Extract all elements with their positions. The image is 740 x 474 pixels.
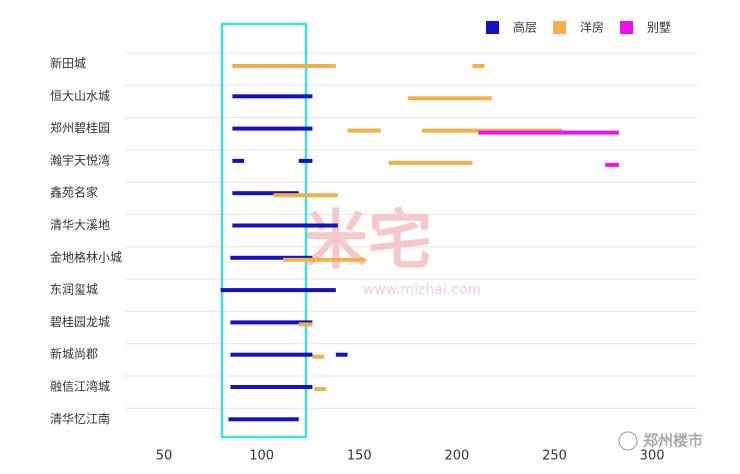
range-bar [228,417,299,422]
legend-swatch [620,21,633,34]
range-bar [273,193,338,198]
y-tick-label: 清华忆江南 [50,411,110,426]
x-tick-label: 200 [444,449,469,464]
y-tick-label: 融信江湾城 [50,379,110,394]
range-bar [232,223,338,228]
y-tick-label: 碧桂园龙城 [50,314,110,329]
range-bar [298,158,313,163]
range-bar [312,354,325,359]
y-tick-label: 清华大溪地 [50,218,110,232]
range-bar [220,288,336,293]
range-bar [232,191,299,196]
watermark: 米宅 [304,205,432,279]
legend-swatch [486,21,499,34]
y-tick-label: 新田城 [50,56,86,71]
legend-label: 别墅 [647,21,671,35]
y-tick-label: 东润玺城 [50,283,98,297]
x-tick-label: 250 [542,449,567,464]
range-bar [335,352,348,357]
range-bar [232,158,245,163]
x-tick-label: 150 [347,449,372,464]
y-tick-label: 瀚宇天悦湾 [50,152,110,167]
range-bar [605,162,619,167]
range-bar [232,94,313,99]
legend-label: 洋房 [580,20,604,35]
source: 郑州楼市 [643,432,703,450]
range-bar [347,128,381,133]
legend-label: 高层 [513,20,537,35]
range-bar [283,257,366,262]
range-bar [230,385,313,389]
x-tick-label: 300 [640,449,665,464]
range-bar [478,130,619,135]
range-bar [314,387,327,391]
y-tick-label: 恒大山水城 [50,89,110,103]
highlight-box [220,22,308,439]
x-tick-label: 100 [249,449,274,464]
y-tick-label: 郑州碧桂园 [50,120,110,135]
range-bar [232,126,313,131]
source-icon [618,431,638,451]
legend-swatch [553,21,566,34]
range-bar [230,320,313,325]
range-bar [230,352,313,357]
range-bar [408,96,493,101]
y-tick-label: 鑫苑名家 [50,185,98,200]
range-bar [388,160,473,165]
range-bar [298,322,313,327]
range-bar [232,64,336,68]
y-tick-label: 新城尚郡 [50,346,98,361]
x-tick-label: 50 [156,449,173,464]
range-bar [230,255,313,260]
watermark-url: www.mizhai.com [363,282,481,298]
y-tick-label: 金地格林小城 [50,249,122,264]
range-bar [472,64,485,68]
